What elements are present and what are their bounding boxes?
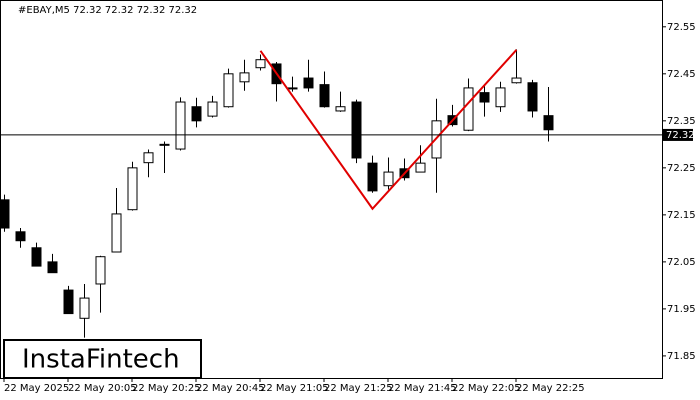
candle-body — [111, 213, 122, 253]
candle-body — [239, 72, 250, 83]
candle-body — [463, 87, 474, 131]
x-tick-label: 22 May 20:45 — [196, 383, 265, 394]
y-tick-label: 72.45 — [667, 69, 696, 80]
x-tick-label: 22 May 21:45 — [388, 383, 457, 394]
candle-body — [0, 199, 10, 229]
candle-body — [15, 231, 26, 242]
candle-body — [95, 256, 106, 285]
candle-body — [319, 84, 330, 108]
logo: InstaFintech — [22, 345, 180, 375]
x-tick-label: 22 May 20:05 — [68, 383, 137, 394]
candle-body — [207, 101, 218, 117]
y-tick-label: 71.85 — [667, 351, 696, 362]
candle-body — [527, 82, 538, 112]
candle-body — [63, 289, 74, 315]
y-tick-label: 72.15 — [667, 210, 696, 221]
candle-body — [127, 167, 138, 211]
candle-body — [351, 101, 362, 159]
plot-frame — [0, 0, 663, 379]
candle-body — [191, 106, 202, 122]
candle-body — [31, 247, 42, 267]
current-price-box — [663, 128, 693, 141]
candle-body — [175, 101, 186, 150]
candle-body — [159, 143, 170, 146]
y-tick-label: 71.95 — [667, 304, 696, 315]
y-tick-label: 72.05 — [667, 257, 696, 268]
logo-box — [3, 339, 202, 379]
x-tick-label: 22 May 2025 — [4, 383, 69, 394]
candle-body — [511, 77, 522, 84]
candle-body — [415, 162, 426, 173]
candle-body — [383, 171, 394, 187]
y-tick-label: 72.35 — [667, 116, 696, 127]
candle-body — [255, 59, 266, 69]
current-price-label: 72.32 — [666, 130, 695, 141]
x-tick-label: 22 May 20:25 — [132, 383, 201, 394]
chart-title: #EBAY,M5 72.32 72.32 72.32 72.32 — [18, 5, 197, 16]
candle-body — [47, 261, 58, 274]
candle-body — [335, 106, 346, 112]
candle-body — [367, 162, 378, 192]
candle-body — [79, 297, 90, 319]
y-tick-label: 72.25 — [667, 163, 696, 174]
y-tick-label: 72.55 — [667, 22, 696, 33]
pattern-line — [259, 49, 518, 211]
x-tick-label: 22 May 22:25 — [516, 383, 585, 394]
x-tick-label: 22 May 21:25 — [324, 383, 393, 394]
x-tick-label: 22 May 22:05 — [452, 383, 521, 394]
candle-body — [303, 77, 314, 89]
candle-body — [479, 92, 490, 103]
candle-body — [543, 115, 554, 131]
x-tick-label: 22 May 21:05 — [260, 383, 329, 394]
candle-body — [143, 152, 154, 164]
candle-body — [495, 87, 506, 108]
candle-body — [223, 73, 234, 108]
candle-body — [287, 87, 298, 90]
